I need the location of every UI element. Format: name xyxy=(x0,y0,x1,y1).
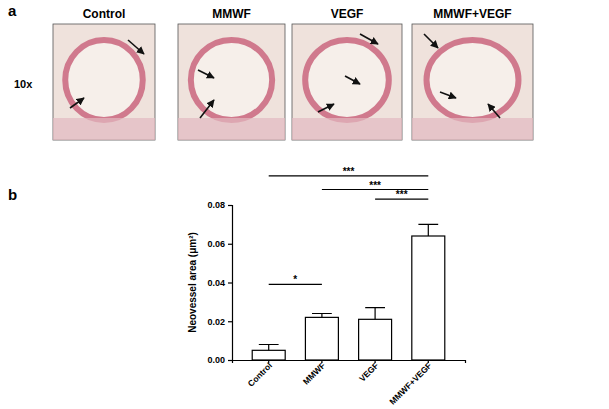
tissue-band xyxy=(53,118,155,140)
arrow xyxy=(200,100,214,118)
tick: 0.08 xyxy=(207,200,232,210)
arrow xyxy=(128,40,144,54)
axis-title: Neovessel area (μm²) xyxy=(187,232,198,333)
tissue-band xyxy=(292,118,402,140)
arrow xyxy=(440,92,456,98)
image-title: Control xyxy=(83,7,126,21)
tick: 0.00 xyxy=(207,355,232,365)
annotations: ********** xyxy=(269,166,429,286)
tick: 0.04 xyxy=(207,278,232,288)
tick: MMWF xyxy=(301,360,327,387)
tick-label: 0.08 xyxy=(207,200,225,210)
tick: MMWF+VEGF xyxy=(387,360,433,407)
error-bar xyxy=(365,308,385,320)
image-title: MMWF xyxy=(212,7,251,21)
arrow xyxy=(360,34,378,44)
magnification-label: 10x xyxy=(14,78,33,90)
y-axis: 0.00 0.02 0.04 0.06 0.08 xyxy=(207,200,232,365)
arrow xyxy=(345,76,360,84)
significance-label: * xyxy=(293,274,297,285)
arrow xyxy=(318,104,334,112)
panel-letter: a xyxy=(8,2,17,19)
tick: VEGF xyxy=(357,360,380,384)
panel-letter: b xyxy=(8,186,17,203)
vessel-wall xyxy=(427,40,519,120)
significance-label: *** xyxy=(396,189,408,200)
arrow xyxy=(198,70,214,78)
plot-area xyxy=(252,224,445,360)
tissue-band xyxy=(412,118,533,140)
tick-label: 0.02 xyxy=(207,317,225,327)
tick-mark xyxy=(228,360,232,361)
tick: 0.06 xyxy=(207,239,232,249)
vessel-wall xyxy=(65,40,143,120)
image-frame xyxy=(292,24,402,140)
tick-mark xyxy=(228,205,232,206)
x-axis: Control MMWF VEGF MMWF+VEGF xyxy=(233,360,466,407)
arrow xyxy=(424,34,438,48)
tick-label: 0.04 xyxy=(207,278,225,288)
tick-label: MMWF xyxy=(301,360,327,386)
tissue-band xyxy=(178,118,285,140)
tick-label: 0.00 xyxy=(207,355,225,365)
tick-mark xyxy=(228,244,232,245)
tick-label: VEGF xyxy=(357,360,380,383)
significance-label: *** xyxy=(369,180,381,191)
tick-mark xyxy=(228,321,232,322)
tick: Control xyxy=(246,360,274,389)
tick: 0.02 xyxy=(207,317,232,327)
vessel-wall xyxy=(191,40,272,120)
image-panel xyxy=(412,24,533,140)
axis-line xyxy=(228,206,233,361)
bar xyxy=(252,350,285,360)
significance-label: *** xyxy=(343,166,355,177)
error-bar xyxy=(312,314,332,318)
image-panel xyxy=(292,24,402,140)
bar xyxy=(359,319,392,360)
tick-mark xyxy=(228,282,232,283)
figure: a10xControlMMWFVEGFMMWF+VEGFb0.000.020.0… xyxy=(0,0,609,409)
error-bar xyxy=(259,345,279,351)
tick-label: 0.06 xyxy=(207,239,225,249)
tick-label: Control xyxy=(246,360,274,388)
vessel-wall xyxy=(305,40,389,120)
arrow xyxy=(70,98,84,108)
image-frame xyxy=(412,24,533,140)
image-frame xyxy=(53,24,155,140)
image-title: VEGF xyxy=(331,7,364,21)
image-title: MMWF+VEGF xyxy=(433,7,511,21)
bar xyxy=(305,317,338,360)
tick-label: MMWF+VEGF xyxy=(387,360,433,406)
image-panel xyxy=(53,24,155,140)
image-panel xyxy=(178,24,285,140)
image-frame xyxy=(178,24,285,140)
arrow xyxy=(488,104,500,118)
bar xyxy=(412,236,445,360)
error-bar xyxy=(418,224,438,236)
